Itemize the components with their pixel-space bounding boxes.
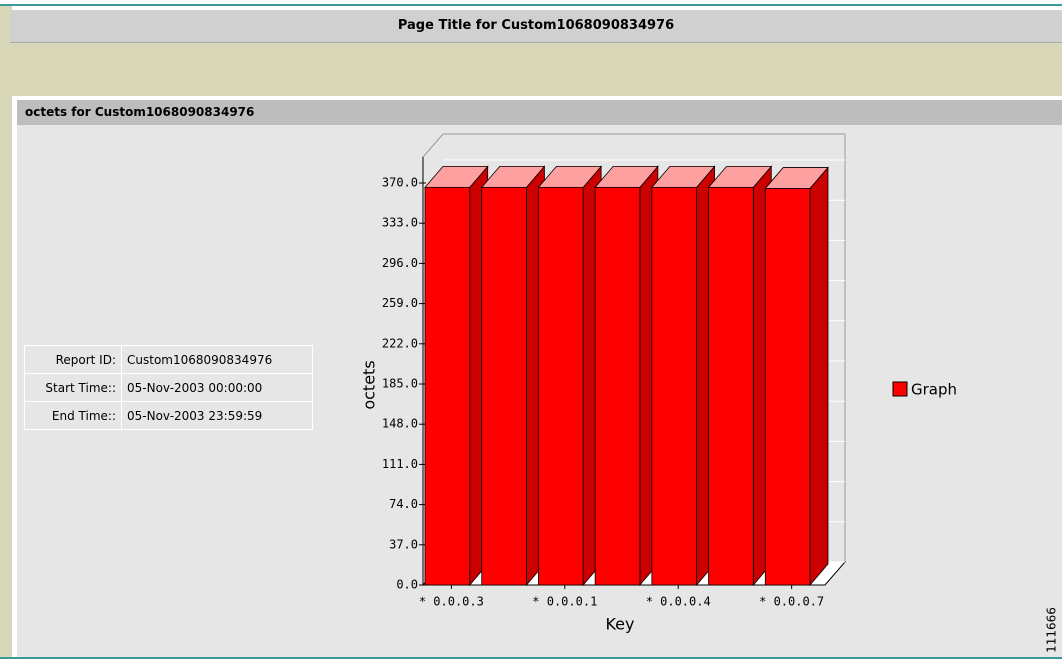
x-axis-label: Key: [605, 615, 634, 634]
y-tick-label: 111.0: [382, 457, 418, 471]
y-axis-label: octets: [360, 360, 379, 409]
info-label: Report ID:: [24, 345, 122, 374]
y-tick-label: 185.0: [382, 377, 418, 391]
bar: [424, 186, 471, 586]
bar: [651, 186, 697, 586]
info-row: Start Time:: 05-Nov-2003 00:00:00: [24, 373, 313, 402]
section-title: octets for Custom1068090834976: [17, 100, 1062, 125]
info-value: 05-Nov-2003 00:00:00: [121, 373, 313, 402]
legend-label: Graph: [911, 381, 957, 399]
y-tick-label: 148.0: [382, 417, 418, 431]
x-tick-label: * 0.0.0.7: [759, 595, 824, 609]
info-row: Report ID: Custom1068090834976: [24, 345, 313, 374]
bar: [708, 186, 754, 586]
bar: [764, 188, 811, 586]
y-tick-label: 370.0: [382, 176, 418, 190]
left-strip: [0, 6, 12, 657]
legend-swatch: [892, 381, 908, 397]
x-tick-label: * 0.0.0.4: [646, 595, 711, 609]
report-info: Report ID: Custom1068090834976 Start Time…: [24, 345, 313, 430]
x-tick-label: * 0.0.0.1: [532, 595, 597, 609]
bar: [594, 186, 641, 586]
bar-side: [809, 166, 829, 587]
bar: [481, 186, 527, 586]
page-title: Page Title for Custom1068090834976: [10, 10, 1062, 43]
top-rule: [0, 4, 1062, 6]
y-tick-label: 259.0: [382, 296, 418, 310]
x-tick-label: * 0.0.0.3: [419, 595, 484, 609]
info-label: Start Time::: [24, 373, 122, 402]
info-value: Custom1068090834976: [121, 345, 313, 374]
bottom-rule: [0, 657, 1062, 659]
figure-id: 111666: [1045, 607, 1059, 653]
header-band: [0, 43, 1062, 96]
y-tick-label: 0.0: [396, 578, 418, 592]
info-row: End Time:: 05-Nov-2003 23:59:59: [24, 401, 313, 430]
y-tick-label: 222.0: [382, 336, 418, 350]
y-tick-label: 74.0: [389, 497, 418, 511]
y-tick-label: 37.0: [389, 537, 418, 551]
bar: [538, 186, 584, 586]
y-tick-label: 333.0: [382, 216, 418, 230]
info-value: 05-Nov-2003 23:59:59: [121, 401, 313, 430]
info-label: End Time::: [24, 401, 122, 430]
y-tick-label: 296.0: [382, 256, 418, 270]
